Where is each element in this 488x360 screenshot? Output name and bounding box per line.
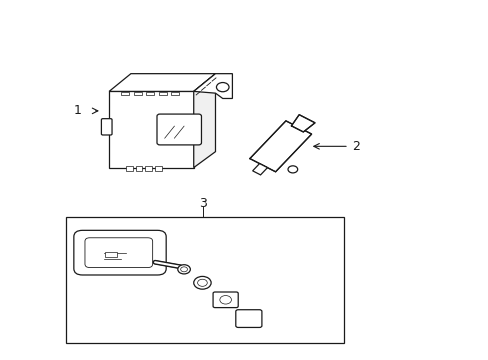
FancyBboxPatch shape <box>157 114 201 145</box>
FancyBboxPatch shape <box>155 166 162 171</box>
FancyBboxPatch shape <box>101 119 112 135</box>
Text: 1: 1 <box>74 104 81 117</box>
Polygon shape <box>109 74 215 91</box>
Bar <box>65 217 343 343</box>
FancyBboxPatch shape <box>85 238 152 267</box>
Circle shape <box>216 82 228 92</box>
Polygon shape <box>193 74 215 168</box>
FancyBboxPatch shape <box>109 91 193 168</box>
FancyBboxPatch shape <box>134 92 141 95</box>
Polygon shape <box>193 74 232 99</box>
FancyBboxPatch shape <box>146 92 154 95</box>
Bar <box>105 252 117 257</box>
FancyBboxPatch shape <box>74 230 166 275</box>
Polygon shape <box>252 163 267 175</box>
FancyBboxPatch shape <box>235 310 262 328</box>
Circle shape <box>197 279 207 286</box>
Polygon shape <box>291 115 314 132</box>
FancyBboxPatch shape <box>213 292 238 307</box>
Circle shape <box>287 166 297 173</box>
FancyBboxPatch shape <box>121 92 129 95</box>
Circle shape <box>193 276 211 289</box>
FancyBboxPatch shape <box>159 92 166 95</box>
FancyBboxPatch shape <box>126 166 133 171</box>
FancyBboxPatch shape <box>171 92 179 95</box>
FancyBboxPatch shape <box>136 166 142 171</box>
Text: 2: 2 <box>351 140 359 153</box>
FancyBboxPatch shape <box>145 166 152 171</box>
Circle shape <box>180 267 187 272</box>
Polygon shape <box>249 121 311 172</box>
Circle shape <box>220 296 231 304</box>
Circle shape <box>178 265 190 274</box>
Text: 3: 3 <box>199 197 207 210</box>
